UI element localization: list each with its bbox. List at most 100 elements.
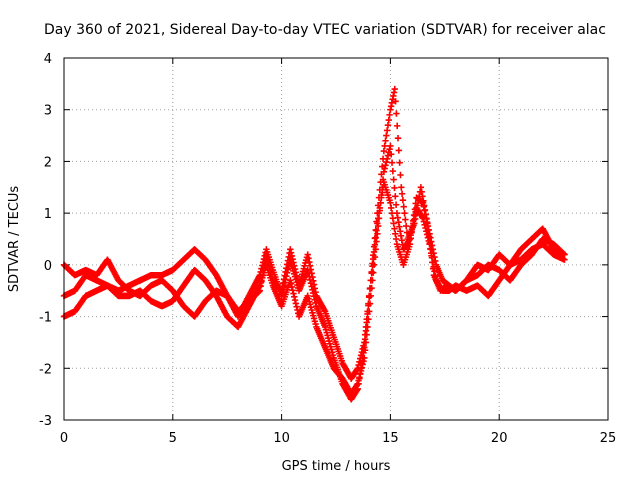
data-point	[264, 257, 272, 265]
data-point	[383, 155, 391, 163]
x-tick-label: 10	[273, 431, 290, 446]
data-point	[370, 248, 378, 256]
data-point	[376, 204, 383, 212]
data-point	[358, 348, 366, 356]
data-point	[392, 98, 399, 105]
data-point	[388, 204, 395, 212]
y-tick-label: 2	[44, 155, 52, 170]
data-point	[407, 235, 414, 242]
data-point	[432, 272, 439, 280]
data-point	[357, 355, 364, 362]
data-point	[355, 361, 362, 369]
data-point	[432, 257, 439, 265]
data-point	[366, 284, 374, 292]
data-point	[418, 188, 425, 196]
data-point	[399, 197, 407, 204]
data-point	[361, 339, 368, 346]
x-tick-label: 5	[169, 431, 177, 446]
series-track-2	[60, 142, 568, 398]
data-point	[431, 253, 438, 261]
chart-title: Day 360 of 2021, Sidereal Day-to-day VTE…	[44, 22, 606, 38]
y-tick-label: -2	[39, 362, 52, 377]
data-point	[355, 377, 362, 384]
data-point	[428, 242, 436, 249]
data-point	[397, 171, 404, 179]
data-point	[406, 240, 414, 248]
data-point	[259, 269, 267, 276]
data-point	[402, 216, 409, 223]
data-point	[397, 232, 405, 239]
data-point	[411, 206, 419, 213]
y-tick-label: 3	[44, 104, 52, 119]
data-point	[370, 255, 377, 263]
data-point	[266, 264, 273, 271]
data-point	[417, 184, 425, 191]
data-point	[356, 374, 363, 381]
data-point	[426, 230, 433, 238]
data-point	[422, 211, 429, 218]
data-point	[392, 201, 400, 208]
data-point	[369, 262, 376, 270]
data-point	[393, 110, 400, 117]
series-track-1	[60, 85, 568, 403]
data-point	[391, 225, 398, 232]
y-tick-label: 0	[44, 259, 52, 274]
data-point	[561, 251, 568, 258]
x-tick-label: 25	[600, 431, 617, 446]
data-point	[267, 267, 274, 274]
data-point	[353, 366, 361, 373]
data-point	[360, 342, 367, 349]
data-point	[380, 147, 388, 155]
data-point	[388, 159, 396, 166]
grid	[64, 58, 608, 420]
data-point	[391, 85, 398, 93]
data-point	[374, 230, 381, 238]
data-point	[353, 381, 361, 389]
data-point	[374, 220, 381, 227]
data-point	[371, 241, 379, 249]
data-point	[381, 142, 388, 150]
data-point	[428, 238, 435, 245]
data-point	[392, 235, 400, 243]
data-point	[394, 134, 402, 142]
data-point	[368, 270, 375, 277]
data-point	[392, 193, 399, 200]
data-point	[387, 142, 394, 150]
data-point	[363, 315, 370, 323]
data-point	[260, 264, 268, 272]
data-point	[398, 237, 406, 244]
data-point	[268, 270, 275, 278]
data-point	[388, 209, 396, 217]
data-point	[372, 234, 379, 241]
y-tick-label: 4	[44, 52, 52, 67]
data-point	[400, 203, 407, 210]
data-point	[354, 365, 361, 372]
data-point	[365, 292, 373, 300]
data-point	[410, 217, 417, 225]
y-axis-label: SDTVAR / TECUs	[7, 186, 22, 293]
data-point	[386, 111, 393, 119]
data-point	[383, 132, 390, 139]
x-axis-label: GPS time / hours	[282, 459, 391, 474]
data-point	[382, 137, 389, 144]
data-point	[394, 122, 401, 130]
data-point	[390, 220, 397, 227]
data-point	[395, 147, 403, 154]
data-point	[402, 222, 410, 230]
data-point	[356, 358, 363, 366]
x-tick-label: 15	[382, 431, 399, 446]
x-tick-label: 20	[491, 431, 508, 446]
data-point	[424, 222, 432, 230]
data-points	[60, 85, 568, 403]
data-point	[373, 238, 380, 245]
data-point	[398, 190, 406, 197]
data-point	[389, 215, 397, 222]
data-point	[396, 223, 403, 230]
plot-frame	[63, 57, 609, 421]
data-point	[395, 218, 402, 226]
data-point	[384, 122, 392, 129]
data-point	[427, 234, 434, 241]
data-point	[383, 158, 390, 166]
axis-ticks: 0 5 10 15 20 25 -3 -2 -1 0 1 2 3 4	[39, 52, 616, 446]
data-point	[256, 287, 264, 294]
